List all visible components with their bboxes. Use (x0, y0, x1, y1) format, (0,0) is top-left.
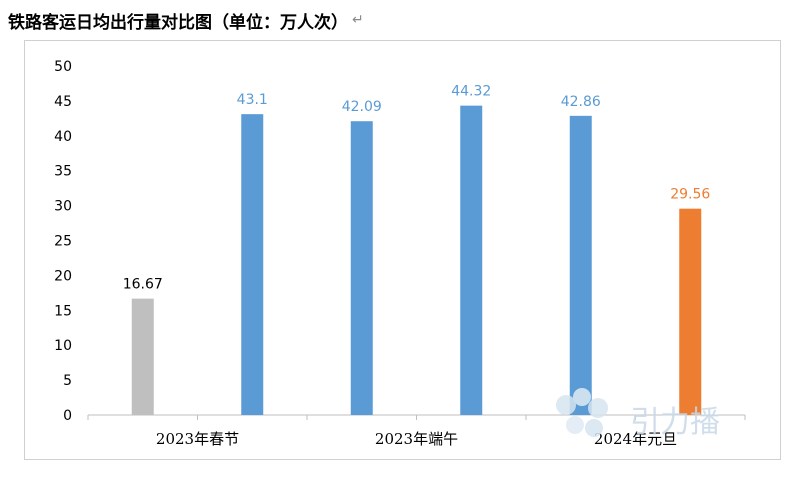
y-tick-label: 30 (54, 199, 72, 215)
y-tick-label: 10 (54, 338, 72, 354)
title-row: 铁路客运日均出行量对比图（单位：万人次） ↵ (8, 6, 364, 34)
data-label: 42.09 (342, 99, 382, 115)
data-label: 43.1 (237, 92, 268, 108)
y-tick-label: 35 (54, 164, 72, 180)
category-labels: 2023年春节 2023年端午 2024年元旦 (156, 430, 677, 448)
bars (131, 105, 702, 416)
y-tick-label: 45 (54, 94, 72, 110)
bar (569, 115, 592, 416)
bar (241, 114, 264, 416)
data-label: 29.56 (670, 187, 710, 203)
category-label: 2023年春节 (156, 430, 239, 448)
return-mark-icon: ↵ (352, 12, 364, 28)
bar (350, 121, 373, 416)
y-tick-label: 5 (63, 373, 72, 389)
bar (679, 208, 702, 415)
data-label: 16.67 (123, 277, 163, 293)
y-tick-label: 50 (54, 59, 72, 75)
chart-title: 铁路客运日均出行量对比图（单位：万人次） (8, 12, 348, 33)
chart-frame (24, 40, 781, 460)
y-tick-label: 20 (54, 268, 72, 284)
bar (460, 105, 483, 416)
data-labels: 16.67 43.1 42.09 44.32 42.86 29.56 (123, 84, 711, 293)
watermark-text: 引力播 (630, 405, 720, 440)
y-tick-label: 40 (54, 129, 72, 145)
y-tick-label: 25 (54, 234, 72, 250)
data-label: 42.86 (561, 94, 601, 110)
y-tick-label: 15 (54, 303, 72, 319)
category-label: 2024年元旦 (594, 430, 677, 448)
axes: 0 5 10 15 20 25 30 35 40 45 50 (54, 59, 746, 424)
watermark: 引力播 (556, 388, 720, 440)
bar (131, 298, 154, 415)
watermark-logo-icon (556, 388, 608, 437)
category-label: 2023年端午 (375, 430, 458, 448)
y-tick-label: 0 (63, 408, 72, 424)
data-label: 44.32 (451, 84, 491, 100)
